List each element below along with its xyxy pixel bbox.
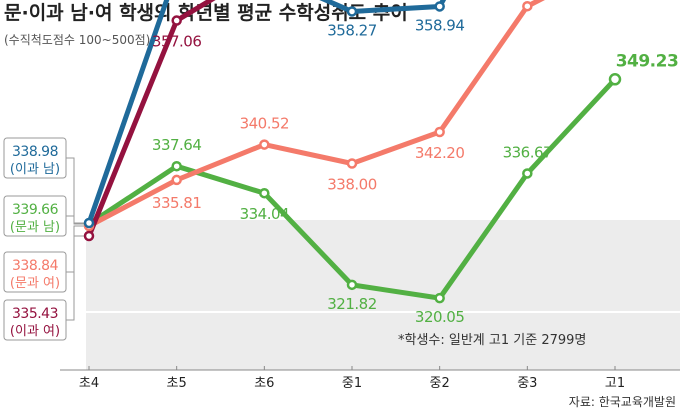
data-label: 320.05 bbox=[415, 308, 465, 326]
series-point bbox=[346, 158, 358, 169]
legend-box bbox=[3, 299, 67, 341]
legend-label: (이과 여) bbox=[10, 324, 60, 339]
sample-note: *학생수: 일반계 고1 기준 2799명 bbox=[398, 333, 586, 348]
series-point bbox=[522, 0, 533, 12]
x-tick-label: 고1 bbox=[605, 376, 625, 391]
legend-value: 339.66 bbox=[12, 202, 59, 218]
x-tick-label: 중2 bbox=[430, 376, 450, 391]
series-point bbox=[608, 73, 622, 86]
x-tick-label: 중1 bbox=[342, 376, 362, 391]
source-label: 자료: 한국교육개발원 bbox=[569, 395, 676, 409]
series-point bbox=[171, 160, 182, 172]
series-point bbox=[171, 15, 182, 26]
data-label: 363.35 bbox=[240, 0, 290, 3]
legend-connector bbox=[66, 235, 89, 321]
x-tick-label: 초4 bbox=[79, 376, 99, 391]
data-label: 338.00 bbox=[327, 176, 377, 194]
series-point bbox=[346, 279, 358, 291]
chart-title: 문·이과 남·여 학생의 학년별 평균 수학성취도 추이 bbox=[4, 2, 408, 24]
x-axis-ticks: 초4 초5 초6 중1 중2 중3 고1 bbox=[79, 366, 625, 391]
legend-label: (문과 남) bbox=[10, 220, 60, 235]
legend-value: 338.84 bbox=[12, 258, 59, 274]
x-tick-label: 중3 bbox=[517, 376, 537, 391]
series-point bbox=[83, 217, 95, 229]
data-label: 340.52 bbox=[240, 115, 290, 133]
data-label: 334.04 bbox=[240, 205, 290, 223]
data-label: 337.64 bbox=[152, 136, 202, 154]
data-label: 321.82 bbox=[327, 295, 377, 313]
data-label: 349.23 bbox=[616, 51, 679, 71]
legend-value: 338.98 bbox=[12, 144, 58, 160]
legend-box bbox=[3, 137, 67, 179]
legend: 338.98 (이과 남) 339.66 (문과 남) 338.84 (문과 여) 335.… bbox=[3, 137, 67, 341]
series-point bbox=[434, 1, 445, 12]
data-label: 336.67 bbox=[503, 143, 553, 161]
series-point bbox=[346, 6, 358, 17]
series-markers bbox=[83, 0, 622, 304]
data-label: 357.06 bbox=[152, 33, 202, 51]
legend-connector bbox=[66, 157, 89, 224]
series-point bbox=[83, 230, 95, 242]
series-point bbox=[434, 126, 445, 138]
data-label: 342.20 bbox=[415, 144, 465, 162]
legend-connectors bbox=[66, 157, 89, 321]
legend-box bbox=[3, 251, 67, 293]
data-label: 358.27 bbox=[327, 21, 377, 39]
plot-background-band bbox=[86, 220, 680, 370]
legend-label: (문과 여) bbox=[10, 276, 60, 291]
chart-subtitle: (수직척도점수 100~500점) bbox=[4, 33, 150, 47]
x-tick-label: 초6 bbox=[254, 376, 274, 391]
data-label: 335.81 bbox=[152, 194, 202, 212]
series-point bbox=[522, 168, 533, 179]
data-label: 358.94 bbox=[415, 16, 465, 34]
series-point bbox=[259, 187, 270, 199]
x-tick-label: 초5 bbox=[167, 376, 187, 391]
legend-value: 335.43 bbox=[12, 306, 58, 322]
legend-connector bbox=[66, 215, 89, 225]
legend-box bbox=[3, 195, 67, 237]
data-labels: 337.64 334.04 321.82 320.05 336.67 349.23 335.… bbox=[152, 0, 679, 326]
series-point bbox=[434, 292, 445, 304]
legend-label: (이과 남) bbox=[10, 162, 60, 177]
series-point bbox=[171, 174, 182, 186]
series-point bbox=[259, 139, 270, 150]
